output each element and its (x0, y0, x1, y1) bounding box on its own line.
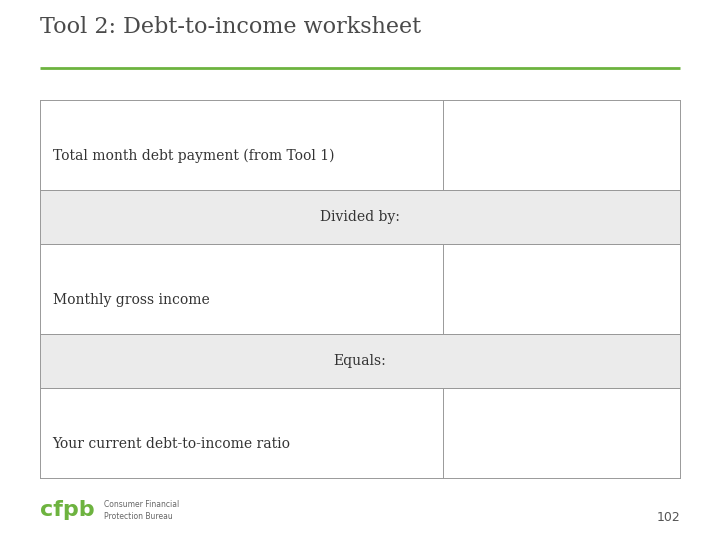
Text: Your current debt-to-income ratio: Your current debt-to-income ratio (53, 436, 291, 450)
Bar (40, 190, 680, 244)
Text: Divided by:: Divided by: (320, 210, 400, 224)
Text: cfpb: cfpb (40, 500, 94, 521)
Text: Total month debt payment (from Tool 1): Total month debt payment (from Tool 1) (53, 148, 334, 163)
Text: Consumer Financial
Protection Bureau: Consumer Financial Protection Bureau (104, 500, 180, 521)
Bar (443, 100, 680, 190)
Bar (443, 244, 680, 334)
Text: 102: 102 (657, 511, 680, 524)
Text: Equals:: Equals: (333, 354, 387, 368)
Bar (40, 388, 443, 478)
Bar (443, 388, 680, 478)
Text: Tool 2: Debt-to-income worksheet: Tool 2: Debt-to-income worksheet (40, 16, 420, 38)
Text: Monthly gross income: Monthly gross income (53, 293, 210, 307)
Bar (40, 244, 443, 334)
Bar (40, 334, 680, 388)
Bar (40, 100, 443, 190)
